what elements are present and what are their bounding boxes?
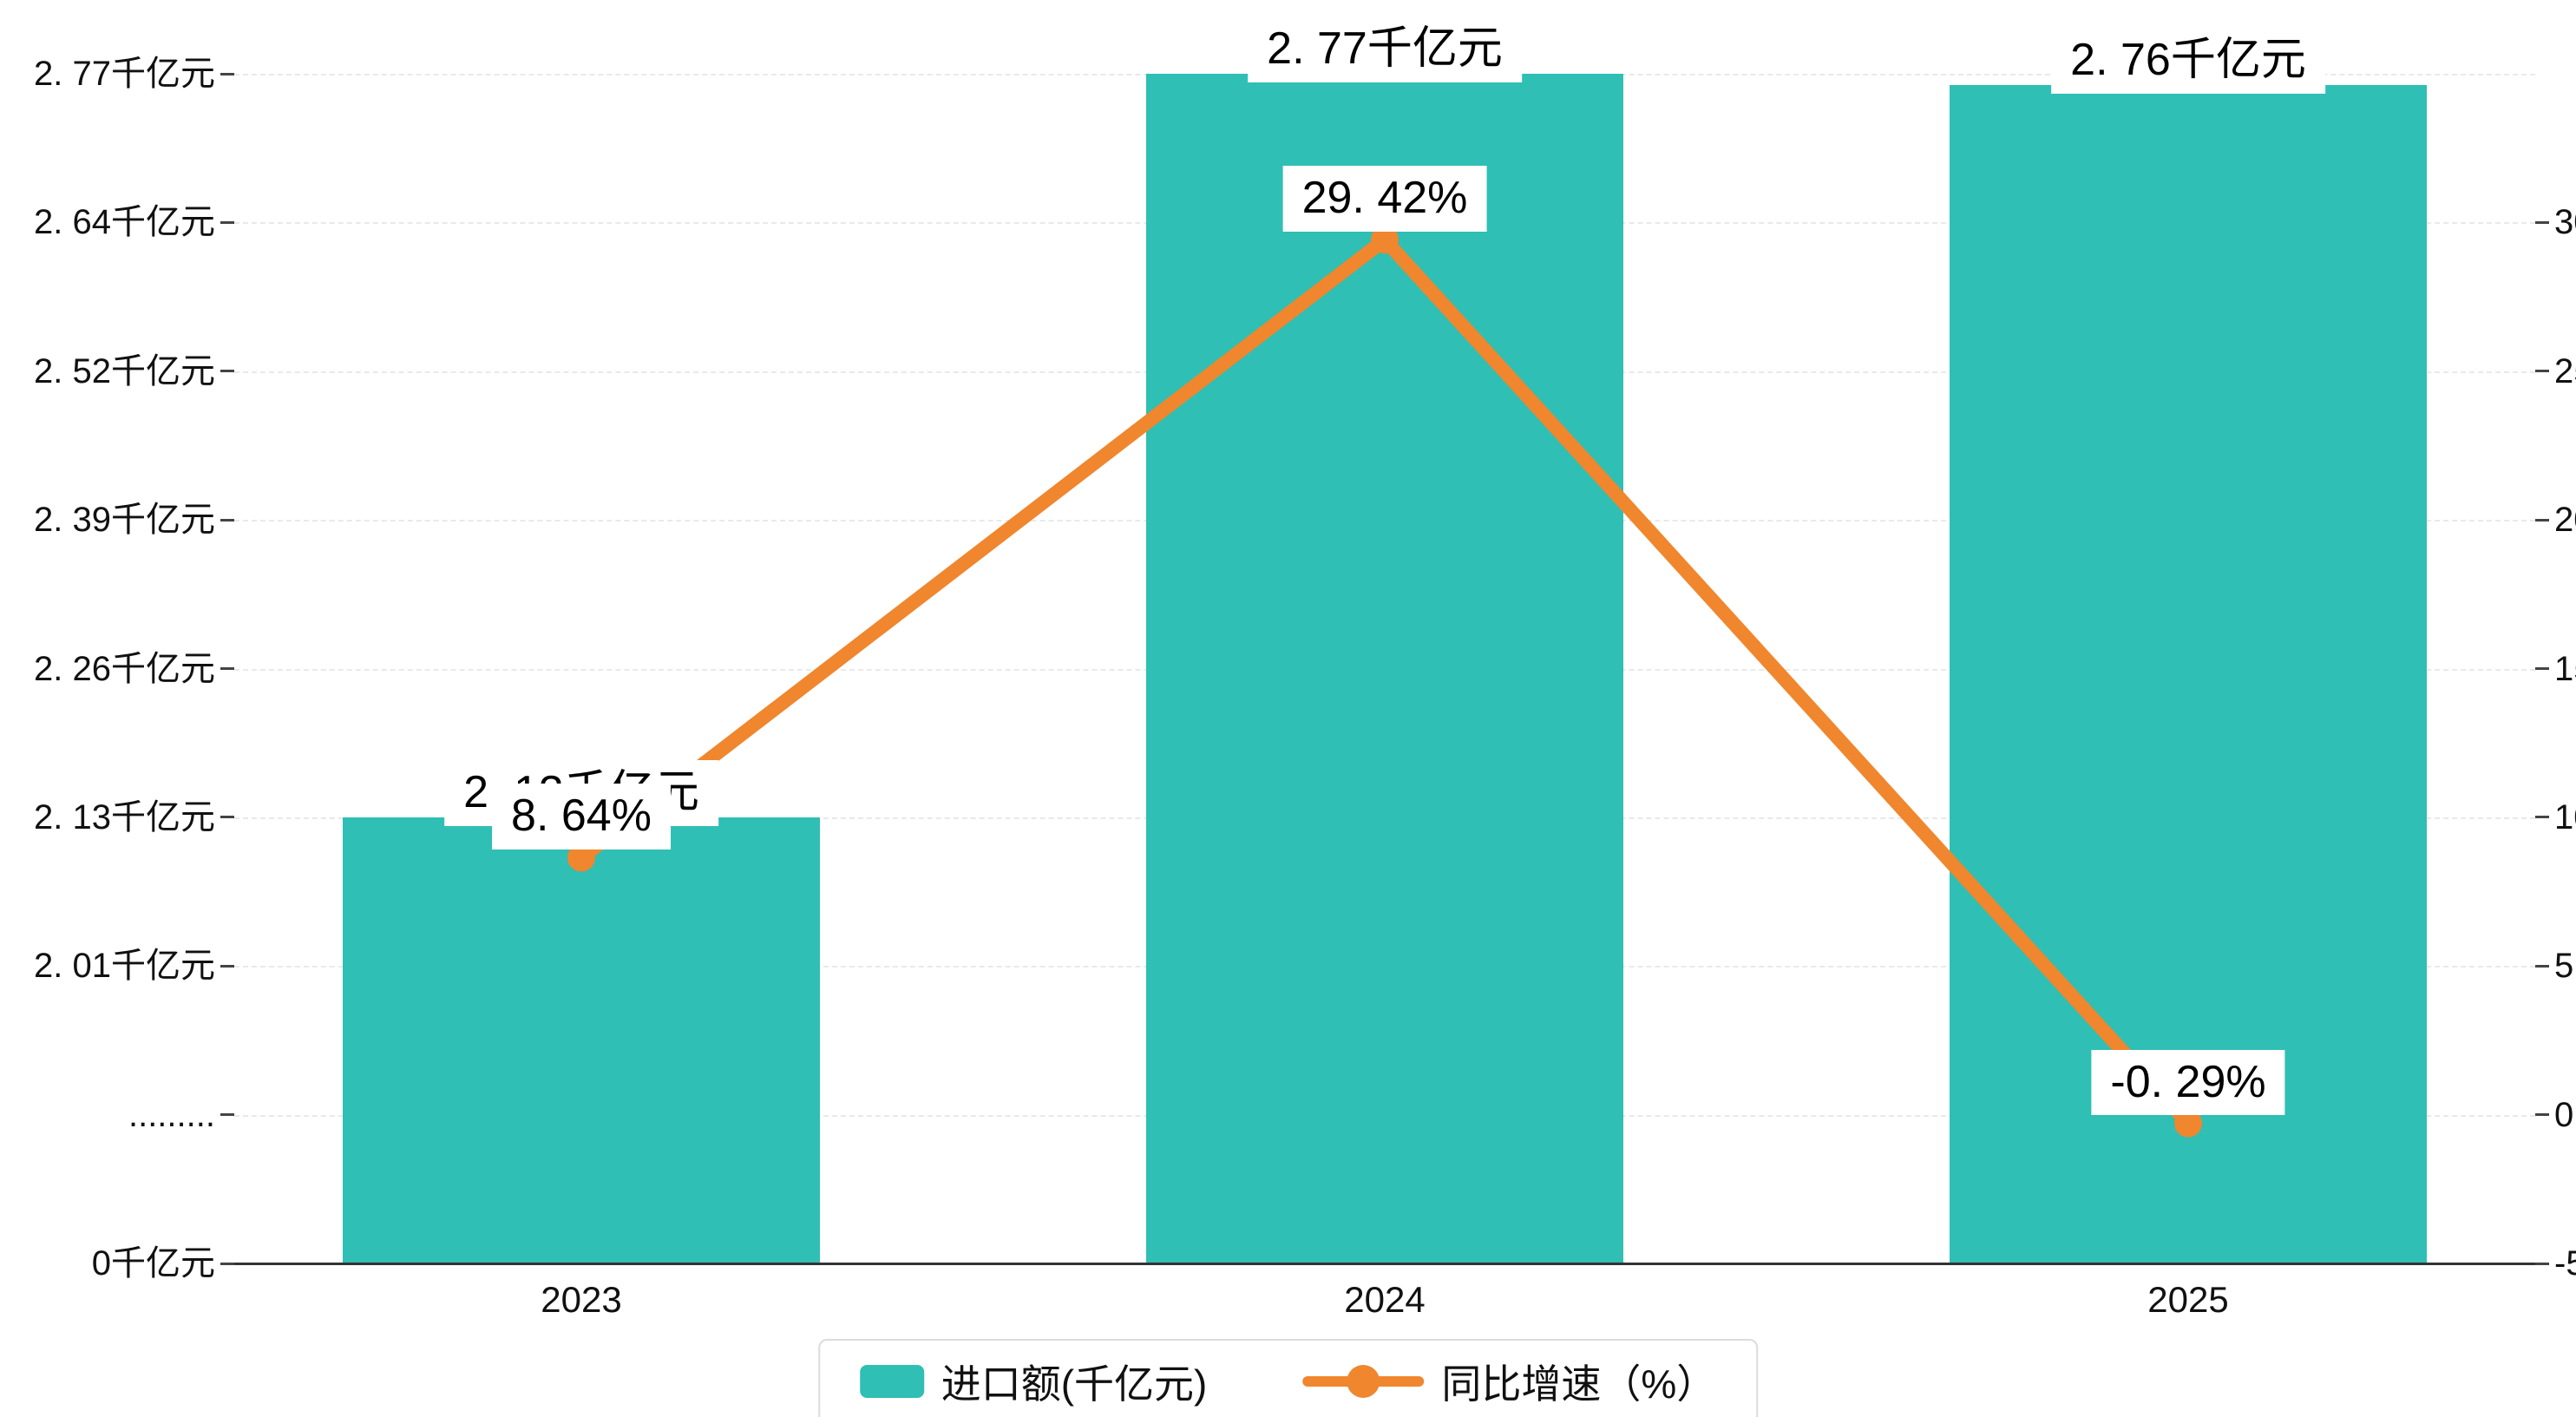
bar-2023[interactable] — [343, 817, 820, 1263]
legend-label: 进口额(千亿元) — [941, 1361, 1208, 1407]
legend: 进口额(千亿元) 同比增速（%） — [817, 1339, 1759, 1417]
left-axis-tick-label: 2. 39千亿元 — [34, 501, 215, 540]
left-axis-tick-label: 2. 26千亿元 — [34, 649, 215, 688]
legend-line-dot — [1347, 1365, 1380, 1398]
bar-value-label-2025: 2. 76千亿元 — [2051, 28, 2325, 94]
right-axis-tick-label: 10 — [2554, 797, 2576, 836]
left-axis-tick-mark — [220, 667, 234, 670]
bar-value-label-2024: 2. 77千亿元 — [1248, 16, 1522, 82]
left-axis-tick-label: 2. 13千亿元 — [34, 797, 215, 836]
left-axis-tick-mark — [220, 370, 234, 373]
right-axis-tick-mark — [2535, 370, 2549, 373]
right-axis-tick-mark — [2535, 518, 2549, 522]
x-axis-line — [234, 1263, 2535, 1265]
left-axis-tick-mark — [220, 1262, 234, 1265]
legend-bar-swatch-icon — [859, 1365, 924, 1398]
right-axis-tick-label: -5 — [2554, 1244, 2576, 1283]
growth-value-label-2025: -0. 29% — [2091, 1049, 2285, 1116]
right-axis-tick-label: 25 — [2554, 351, 2576, 390]
right-axis-tick-label: 30 — [2554, 203, 2576, 242]
right-axis-tick-label: 0 — [2554, 1095, 2574, 1134]
right-axis-tick-mark — [2535, 667, 2549, 670]
right-axis-tick-mark — [2535, 816, 2549, 819]
right-axis-tick-mark — [2535, 1262, 2549, 1265]
right-axis-tick-mark — [2535, 220, 2549, 224]
left-axis-tick-mark — [220, 220, 234, 224]
growth-line-point-2023[interactable] — [567, 843, 595, 872]
x-tick-label-2025: 2025 — [2147, 1279, 2229, 1320]
right-axis-tick-label: 5 — [2554, 947, 2574, 986]
growth-line-point-2024[interactable] — [1371, 226, 1399, 254]
left-axis-tick-label: 2. 01千亿元 — [34, 947, 215, 986]
x-tick-label-2023: 2023 — [541, 1279, 622, 1320]
growth-value-label-2023: 8. 64% — [492, 784, 671, 850]
left-axis-tick-label: 2. 52千亿元 — [34, 351, 215, 390]
legend-item-bar[interactable]: 进口额(千亿元) — [859, 1353, 1208, 1410]
legend-label: 同比增速（%） — [1441, 1361, 1717, 1407]
right-axis-tick-mark — [2535, 1113, 2549, 1117]
left-axis-tick-label: 0千亿元 — [91, 1244, 215, 1283]
left-axis-tick-mark — [220, 518, 234, 522]
left-axis-tick-mark — [220, 964, 234, 968]
legend-line-dot-icon — [1302, 1365, 1425, 1398]
bar-2024[interactable] — [1146, 74, 1623, 1263]
growth-value-label-2024: 29. 42% — [1282, 166, 1487, 233]
right-axis-tick-label: 20 — [2554, 501, 2576, 540]
x-tick-label-2024: 2024 — [1344, 1279, 1426, 1320]
right-axis-tick-mark — [2535, 964, 2549, 968]
left-axis-tick-mark — [220, 1113, 234, 1117]
left-axis-tick-label: 2. 64千亿元 — [34, 203, 215, 242]
growth-line-point-2025[interactable] — [2174, 1109, 2202, 1138]
left-axis-tick-mark — [220, 72, 234, 75]
left-axis-tick-label: ......... — [128, 1095, 215, 1134]
right-axis-tick-label: 15 — [2554, 649, 2576, 688]
left-axis-tick-label: 2. 77千亿元 — [34, 55, 215, 93]
left-axis-tick-mark — [220, 816, 234, 819]
legend-item-line[interactable]: 同比增速（%） — [1302, 1353, 1716, 1410]
